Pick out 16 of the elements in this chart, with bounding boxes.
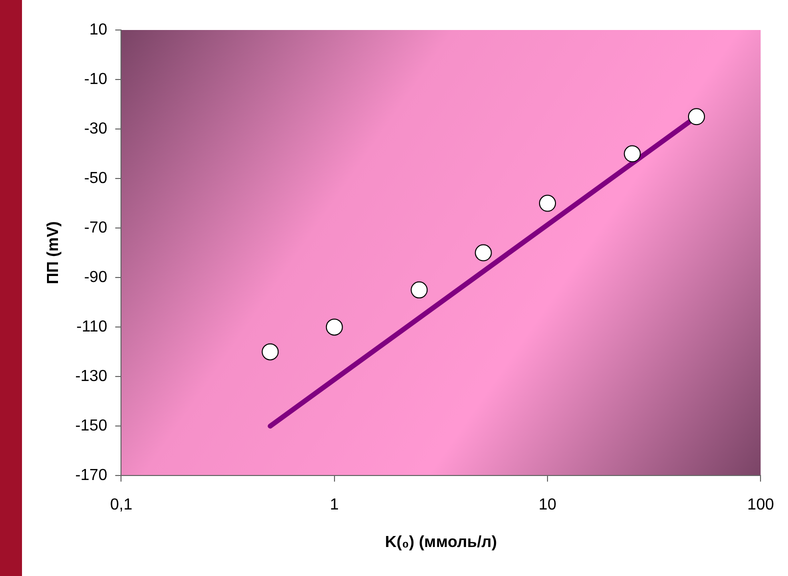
x-tick-label: 100 [747, 496, 774, 514]
x-tick-label: 0,1 [110, 496, 132, 514]
x-tick-label: 1 [330, 496, 339, 514]
y-tick-label: 10 [89, 21, 108, 38]
x-tick-label: 10 [538, 496, 557, 514]
y-tick-label: -50 [84, 170, 108, 187]
y-tick-label: -30 [84, 120, 108, 138]
y-tick-label: -130 [75, 368, 108, 385]
y-tick-label: -170 [75, 467, 108, 484]
y-tick-label: -70 [84, 219, 108, 236]
y-tick-label: -90 [84, 268, 108, 286]
y-tick-label: -110 [76, 318, 108, 336]
x-axis-title: K(₀) (ммоль/л) [384, 534, 497, 551]
y-tick-label: -10 [84, 70, 108, 88]
y-tick-label: -150 [75, 417, 108, 434]
y-axis-title: ПП (mV) [45, 221, 62, 284]
